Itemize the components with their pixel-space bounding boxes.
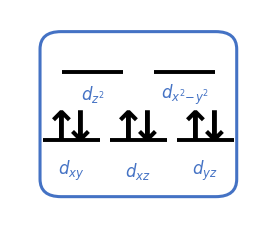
Text: $d_{x^2\!-\!y^2}$: $d_{x^2\!-\!y^2}$: [160, 82, 208, 107]
Text: $d_{xz}$: $d_{xz}$: [126, 160, 151, 181]
Text: ↑: ↑: [44, 107, 79, 149]
FancyBboxPatch shape: [40, 32, 237, 197]
Text: ↓: ↓: [63, 107, 98, 149]
Text: $d_{z^2}$: $d_{z^2}$: [80, 84, 104, 105]
Text: $d_{yz}$: $d_{yz}$: [193, 158, 218, 183]
Text: ↓: ↓: [130, 107, 165, 149]
Text: ↑: ↑: [111, 107, 146, 149]
Text: ↓: ↓: [197, 107, 232, 149]
Text: $d_{xy}$: $d_{xy}$: [58, 158, 85, 183]
Text: ↑: ↑: [178, 107, 213, 149]
